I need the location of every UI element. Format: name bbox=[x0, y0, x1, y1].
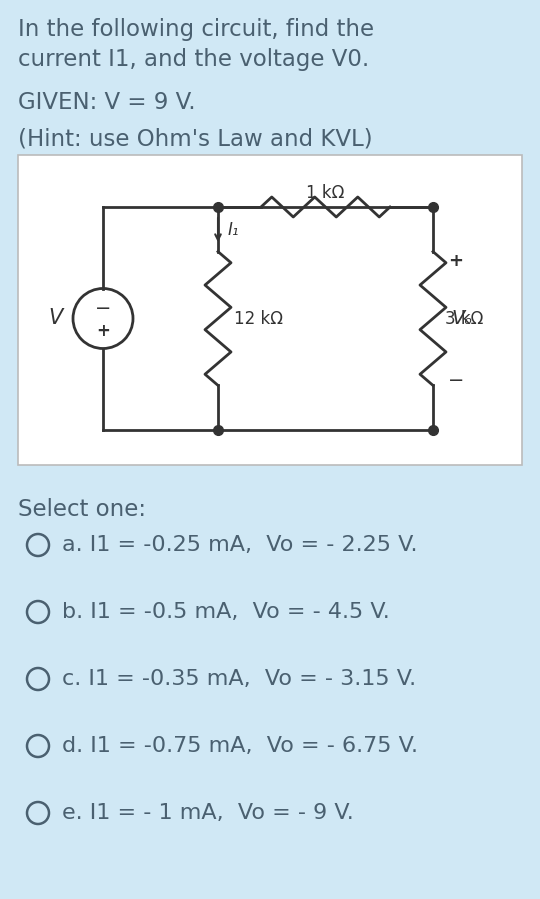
Text: −: − bbox=[448, 371, 464, 390]
Text: GIVEN: V = 9 V.: GIVEN: V = 9 V. bbox=[18, 91, 195, 114]
Text: c. I1 = -0.35 mA,  Vo = - 3.15 V.: c. I1 = -0.35 mA, Vo = - 3.15 V. bbox=[62, 669, 416, 689]
FancyBboxPatch shape bbox=[18, 155, 522, 465]
Text: 3 kΩ: 3 kΩ bbox=[445, 309, 483, 327]
Text: +: + bbox=[448, 252, 463, 270]
Text: 1 kΩ: 1 kΩ bbox=[306, 184, 345, 202]
Text: e. I1 = - 1 mA,  Vo = - 9 V.: e. I1 = - 1 mA, Vo = - 9 V. bbox=[62, 803, 354, 823]
Text: I₁: I₁ bbox=[228, 221, 240, 239]
Text: (Hint: use Ohm's Law and KVL): (Hint: use Ohm's Law and KVL) bbox=[18, 128, 373, 151]
Text: b. I1 = -0.5 mA,  Vo = - 4.5 V.: b. I1 = -0.5 mA, Vo = - 4.5 V. bbox=[62, 602, 390, 622]
Text: −: − bbox=[95, 299, 111, 318]
Text: V: V bbox=[48, 308, 62, 328]
Text: current I1, and the voltage V0.: current I1, and the voltage V0. bbox=[18, 48, 369, 71]
Text: a. I1 = -0.25 mA,  Vo = - 2.25 V.: a. I1 = -0.25 mA, Vo = - 2.25 V. bbox=[62, 535, 417, 555]
Text: d. I1 = -0.75 mA,  Vo = - 6.75 V.: d. I1 = -0.75 mA, Vo = - 6.75 V. bbox=[62, 736, 418, 756]
Text: Select one:: Select one: bbox=[18, 498, 146, 521]
Text: Vₒ: Vₒ bbox=[451, 309, 472, 328]
Text: +: + bbox=[96, 322, 110, 340]
Text: 12 kΩ: 12 kΩ bbox=[234, 309, 283, 327]
Text: In the following circuit, find the: In the following circuit, find the bbox=[18, 18, 374, 41]
